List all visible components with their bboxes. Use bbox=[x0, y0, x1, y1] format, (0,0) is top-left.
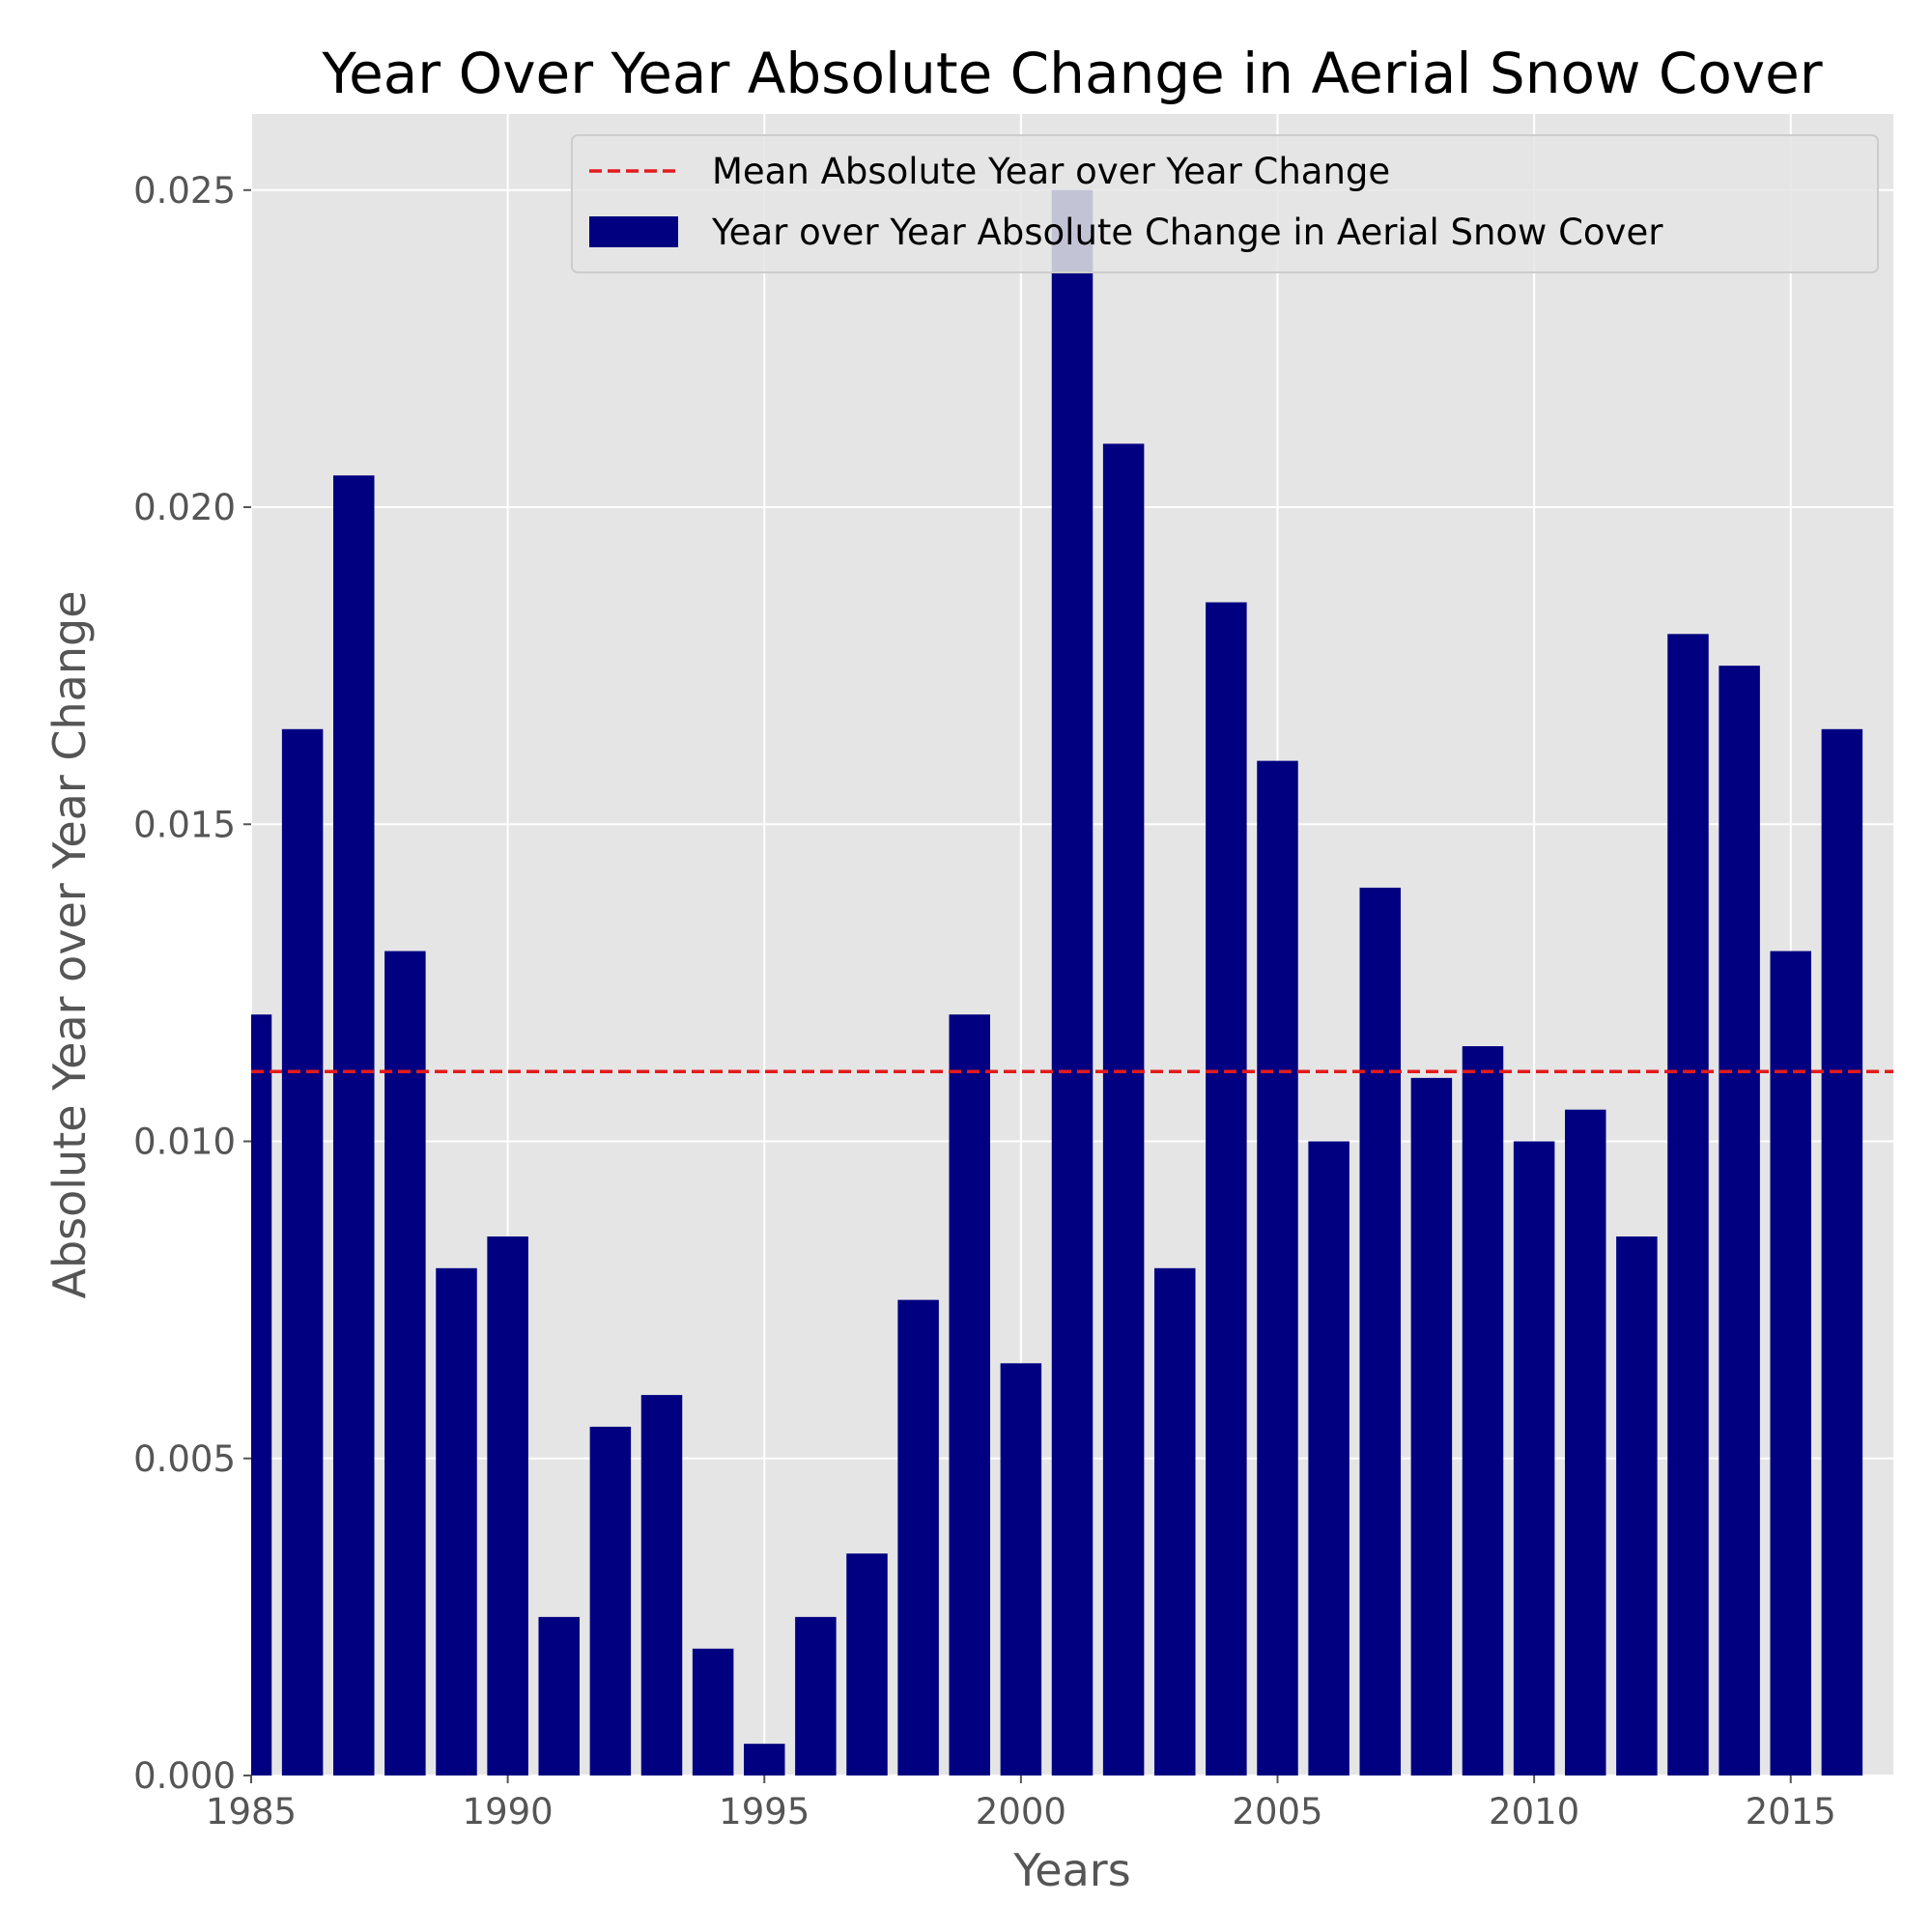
legend-bar-label: Year over Year Absolute Change in Aerial… bbox=[711, 212, 1663, 253]
legend: Mean Absolute Year over Year Change Year… bbox=[571, 134, 1879, 273]
bar bbox=[333, 475, 375, 1776]
bar bbox=[795, 1616, 837, 1776]
x-tick-label: 2010 bbox=[1489, 1791, 1579, 1833]
bar bbox=[589, 1426, 632, 1776]
chart-title: Year Over Year Absolute Change in Aerial… bbox=[321, 41, 1822, 106]
bar bbox=[1667, 634, 1709, 1776]
bar bbox=[487, 1236, 528, 1776]
bar bbox=[384, 951, 426, 1776]
bar bbox=[538, 1616, 580, 1776]
bar bbox=[1154, 1267, 1196, 1776]
bars bbox=[251, 189, 1863, 1776]
bar bbox=[1102, 443, 1145, 1776]
legend-line-label: Mean Absolute Year over Year Change bbox=[712, 151, 1390, 192]
bar bbox=[1616, 1236, 1658, 1776]
bar bbox=[1821, 728, 1863, 1776]
bar bbox=[1257, 760, 1298, 1776]
bar bbox=[1051, 189, 1094, 1776]
bar bbox=[692, 1648, 734, 1776]
bar bbox=[1462, 1046, 1504, 1776]
x-axis-label: Years bbox=[1012, 1844, 1130, 1896]
bar bbox=[1770, 951, 1811, 1776]
x-tick-label: 2000 bbox=[976, 1791, 1066, 1833]
bar bbox=[846, 1553, 888, 1776]
bar bbox=[436, 1267, 477, 1776]
legend-box bbox=[571, 134, 1879, 273]
y-tick-label: 0.005 bbox=[133, 1438, 236, 1480]
bar bbox=[949, 1014, 990, 1776]
bar bbox=[1410, 1077, 1453, 1776]
x-tick-label: 1985 bbox=[206, 1791, 297, 1833]
x-tick-label: 2005 bbox=[1232, 1791, 1322, 1833]
x-tick-label: 2015 bbox=[1746, 1791, 1836, 1833]
bar bbox=[640, 1395, 683, 1776]
y-tick-label: 0.025 bbox=[133, 170, 236, 212]
bar bbox=[897, 1299, 939, 1776]
bar bbox=[1359, 887, 1401, 1776]
bar bbox=[1719, 666, 1760, 1776]
y-tick-label: 0.015 bbox=[133, 804, 236, 845]
y-tick-label: 0.020 bbox=[133, 487, 236, 528]
axis-ticks: 1985 1990 1995 2000 2005 2010 2015 0.000 0.005 0.… bbox=[133, 170, 1836, 1833]
bar bbox=[1000, 1363, 1042, 1776]
bar bbox=[281, 728, 324, 1776]
bar bbox=[1565, 1109, 1606, 1776]
bar bbox=[1206, 602, 1247, 1776]
bar bbox=[1308, 1141, 1350, 1776]
y-axis-label: Absolute Year over Year Change bbox=[43, 590, 96, 1298]
bar bbox=[744, 1744, 785, 1776]
bar bbox=[1513, 1141, 1555, 1776]
y-tick-label: 0.010 bbox=[133, 1122, 236, 1163]
legend-bar-swatch bbox=[589, 216, 678, 247]
y-tick-label: 0.000 bbox=[133, 1755, 236, 1797]
x-tick-label: 1990 bbox=[463, 1791, 554, 1833]
x-tick-label: 1995 bbox=[719, 1791, 810, 1833]
bar bbox=[251, 1014, 272, 1776]
